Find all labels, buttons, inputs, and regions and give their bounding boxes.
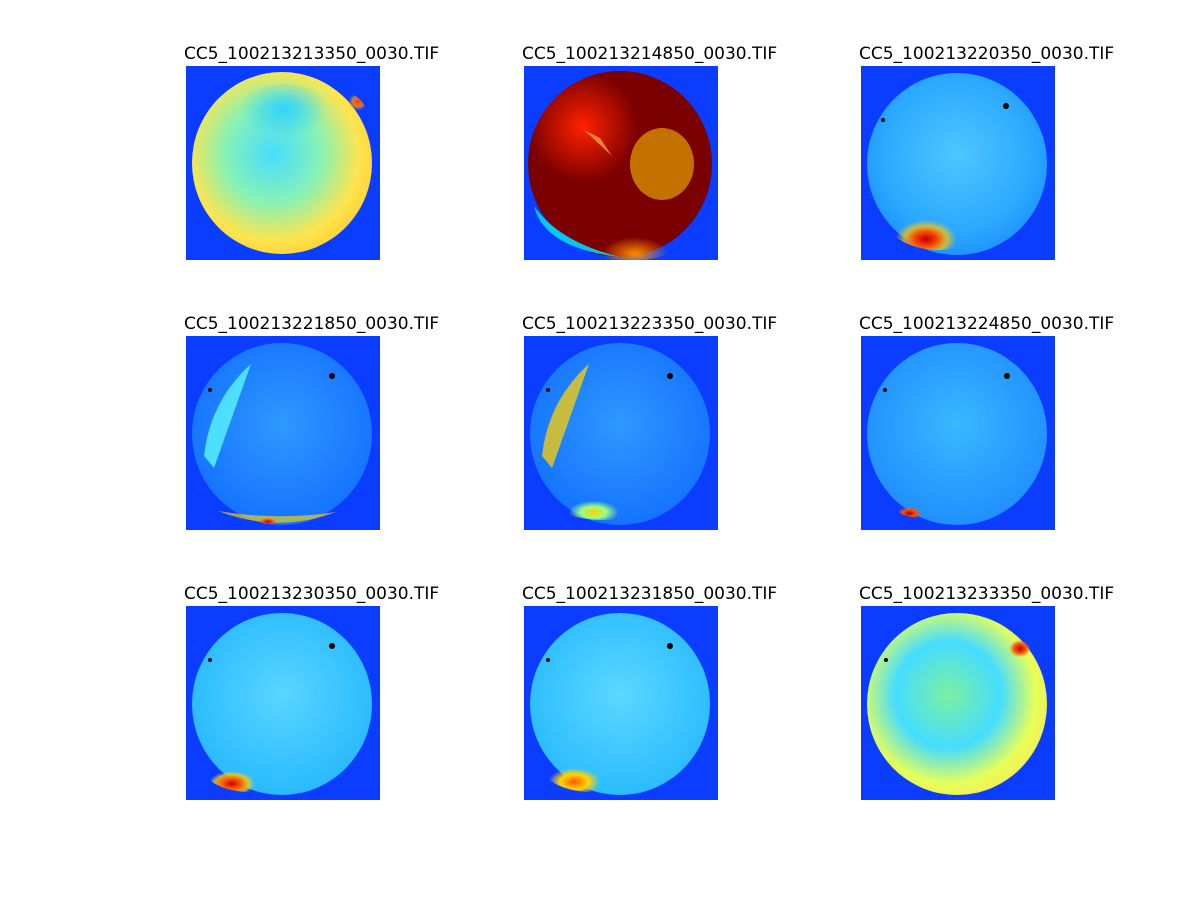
sky-image-2 [524,66,718,260]
panel-title: CC5_100213231850_0030.TIF [522,584,778,604]
panel-title: CC5_100213224850_0030.TIF [859,314,1115,334]
sky-image-3 [861,66,1055,260]
panel-title: CC5_100213214850_0030.TIF [522,44,778,64]
panel-title: CC5_100213223350_0030.TIF [522,314,778,334]
panel-title: CC5_100213220350_0030.TIF [859,44,1115,64]
panel-1: CC5_100213213350_0030.TIF [184,44,464,294]
panel-title: CC5_100213221850_0030.TIF [184,314,440,334]
sky-image-5 [524,336,718,530]
panel-title: CC5_100213230350_0030.TIF [184,584,440,604]
sky-image-1 [186,66,380,260]
panel-2: CC5_100213214850_0030.TIF [522,44,802,294]
sky-image-4 [186,336,380,530]
panel-7: CC5_100213230350_0030.TIF [184,584,464,834]
sky-image-7 [186,606,380,800]
panel-9: CC5_100213233350_0030.TIF [859,584,1139,834]
panel-8: CC5_100213231850_0030.TIF [522,584,802,834]
panel-5: CC5_100213223350_0030.TIF [522,314,802,564]
panel-title: CC5_100213213350_0030.TIF [184,44,440,64]
sky-image-6 [861,336,1055,530]
panel-title: CC5_100213233350_0030.TIF [859,584,1115,604]
sky-image-8 [524,606,718,800]
sky-image-9 [861,606,1055,800]
panel-3: CC5_100213220350_0030.TIF [859,44,1139,294]
panel-6: CC5_100213224850_0030.TIF [859,314,1139,564]
panel-4: CC5_100213221850_0030.TIF [184,314,464,564]
